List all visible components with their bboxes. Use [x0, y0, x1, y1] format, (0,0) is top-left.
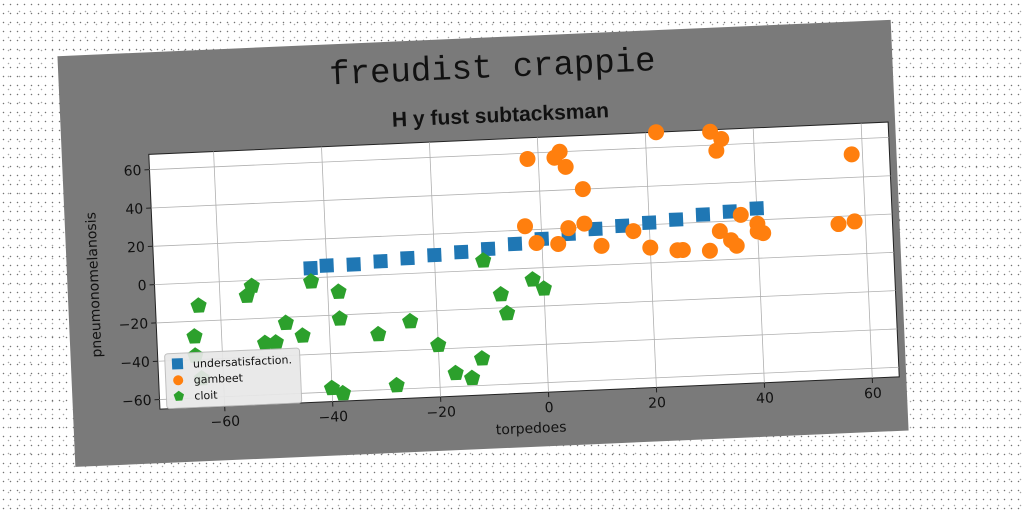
x-tick-label: 60 [864, 386, 883, 403]
point-cloit [475, 252, 492, 268]
point-undersatisfaction [480, 241, 496, 257]
point-gambeet [557, 158, 574, 175]
point-gambeet [642, 239, 659, 256]
y-tick-label: −60 [122, 393, 152, 410]
x-grid-line [644, 132, 657, 388]
point-undersatisfaction [319, 258, 334, 273]
point-gambeet [550, 235, 567, 252]
y-grid-line [149, 137, 889, 171]
point-gambeet [625, 223, 642, 240]
point-undersatisfaction [749, 201, 765, 216]
y-tick-label: 20 [127, 240, 146, 257]
x-tick-label: 40 [756, 390, 775, 407]
point-cloit [463, 369, 481, 386]
legend-label-gambeet: gambeet [193, 371, 243, 386]
y-grid-line [156, 290, 896, 324]
legend-label-cloit: cloit [194, 389, 218, 403]
data-marks [186, 123, 863, 401]
x-grid-line [536, 137, 549, 393]
x-tick-label: 20 [648, 395, 667, 412]
point-cloit [388, 376, 405, 393]
point-cloit [256, 334, 274, 351]
point-cloit [535, 280, 552, 296]
point-gambeet [519, 150, 536, 167]
point-undersatisfaction [346, 257, 361, 272]
point-gambeet [701, 242, 718, 259]
point-cloit [492, 285, 509, 302]
y-tick-label: 40 [125, 201, 144, 218]
x-tick-label: −60 [210, 414, 240, 431]
point-cloit [243, 277, 260, 294]
point-gambeet [732, 206, 749, 223]
point-gambeet [574, 181, 591, 198]
point-cloit [267, 334, 284, 350]
point-cloit [294, 327, 311, 343]
point-undersatisfaction [668, 212, 684, 227]
y-tick-label: 0 [137, 278, 147, 294]
point-undersatisfaction [695, 207, 711, 222]
point-gambeet [674, 242, 691, 259]
x-grid-line [860, 123, 873, 379]
point-gambeet [728, 237, 745, 254]
x-tick-label: 0 [544, 400, 554, 416]
point-cloit [447, 364, 464, 381]
x-axis-label: torpedoes [496, 419, 567, 438]
x-tick-label: −40 [318, 409, 348, 426]
point-cloit [473, 350, 491, 366]
point-cloit [190, 297, 207, 313]
y-grid-line [154, 251, 894, 286]
point-undersatisfaction [400, 250, 415, 266]
axis-ticks: −60 −40 −20 0 20 40 60 −60 −40 −20 0 20 40 60 [118, 163, 883, 431]
y-tick-label: −20 [118, 316, 148, 333]
x-grid-line [752, 127, 765, 383]
point-undersatisfaction [453, 244, 469, 260]
point-gambeet [846, 213, 863, 230]
point-undersatisfaction [303, 260, 318, 276]
legend: undersatisfaction. gambeet cloit [164, 347, 303, 410]
point-undersatisfaction [507, 236, 523, 252]
y-tick-label: −40 [120, 355, 150, 372]
point-gambeet [648, 124, 665, 141]
legend-label-undersatisfaction: undersatisfaction. [193, 353, 293, 370]
x-grid-line [429, 142, 441, 397]
y-grid-line [151, 175, 891, 209]
point-gambeet [708, 142, 725, 159]
point-gambeet [528, 234, 545, 251]
point-gambeet [843, 146, 860, 163]
point-undersatisfaction [641, 215, 657, 231]
point-gambeet [576, 215, 593, 232]
point-cloit [524, 271, 541, 287]
y-axis-label: pneumonomelanosis [83, 212, 105, 358]
point-gambeet [551, 143, 568, 160]
x-tick-label: −20 [426, 404, 456, 421]
legend-marker-gambeet [173, 375, 184, 386]
point-cloit [370, 325, 387, 342]
point-cloit [334, 384, 352, 401]
legend-box [164, 347, 303, 410]
point-gambeet [755, 225, 772, 242]
point-gambeet [593, 237, 610, 254]
point-undersatisfaction [373, 254, 388, 269]
x-grid-line [321, 146, 334, 402]
point-cloit [331, 310, 348, 326]
legend-marker-undersatisfaction [171, 358, 184, 370]
point-cloit [186, 328, 203, 344]
grid [149, 123, 899, 407]
point-gambeet [711, 223, 728, 240]
point-cloit [498, 304, 516, 321]
point-undersatisfaction [427, 247, 442, 263]
point-gambeet [830, 216, 847, 233]
point-cloit [430, 336, 447, 353]
point-gambeet [560, 220, 577, 237]
y-tick-label: 60 [123, 163, 142, 180]
point-cloit [330, 283, 347, 300]
legend-marker-cloit [173, 390, 185, 401]
point-gambeet [517, 218, 534, 235]
point-cloit [402, 312, 419, 329]
point-cloit [303, 273, 320, 289]
point-cloit [277, 314, 294, 331]
